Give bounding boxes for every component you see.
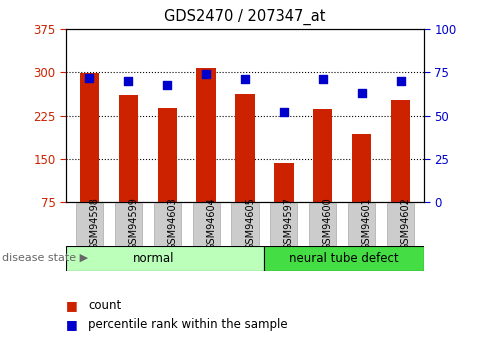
Point — [86, 75, 94, 80]
Point — [280, 109, 288, 115]
Bar — [274, 163, 294, 202]
Text: GSM94605: GSM94605 — [245, 197, 255, 250]
Text: count: count — [88, 299, 122, 312]
Text: GSM94604: GSM94604 — [206, 197, 216, 250]
Bar — [313, 109, 333, 202]
Text: GDS2470 / 207347_at: GDS2470 / 207347_at — [164, 9, 326, 25]
Point — [163, 82, 171, 87]
FancyBboxPatch shape — [231, 203, 259, 246]
Text: ■: ■ — [66, 318, 78, 332]
FancyBboxPatch shape — [193, 203, 220, 246]
Text: disease state ▶: disease state ▶ — [2, 253, 89, 263]
Bar — [391, 100, 410, 202]
Bar — [196, 68, 216, 202]
Bar — [235, 94, 255, 202]
Text: GSM94603: GSM94603 — [167, 197, 177, 250]
Text: neural tube defect: neural tube defect — [289, 252, 399, 265]
Text: GSM94602: GSM94602 — [400, 197, 411, 250]
Bar — [157, 108, 177, 202]
Point — [202, 71, 210, 77]
FancyBboxPatch shape — [309, 203, 336, 246]
FancyBboxPatch shape — [348, 203, 375, 246]
Bar — [80, 73, 99, 202]
Bar — [352, 134, 371, 202]
Bar — [66, 246, 265, 271]
Text: ■: ■ — [66, 299, 78, 312]
Bar — [265, 246, 424, 271]
FancyBboxPatch shape — [115, 203, 142, 246]
Text: normal: normal — [133, 252, 174, 265]
Text: GSM94601: GSM94601 — [362, 197, 371, 250]
Text: GSM94598: GSM94598 — [90, 197, 99, 250]
Point — [358, 90, 366, 96]
Text: GSM94599: GSM94599 — [128, 197, 138, 250]
Text: GSM94600: GSM94600 — [323, 197, 333, 250]
Point — [396, 78, 404, 84]
FancyBboxPatch shape — [270, 203, 297, 246]
FancyBboxPatch shape — [154, 203, 181, 246]
Point — [241, 77, 249, 82]
Text: GSM94597: GSM94597 — [284, 197, 294, 250]
Point — [124, 78, 132, 84]
Text: percentile rank within the sample: percentile rank within the sample — [88, 318, 288, 332]
Point — [319, 77, 327, 82]
Bar — [119, 96, 138, 202]
FancyBboxPatch shape — [387, 203, 414, 246]
FancyBboxPatch shape — [76, 203, 103, 246]
